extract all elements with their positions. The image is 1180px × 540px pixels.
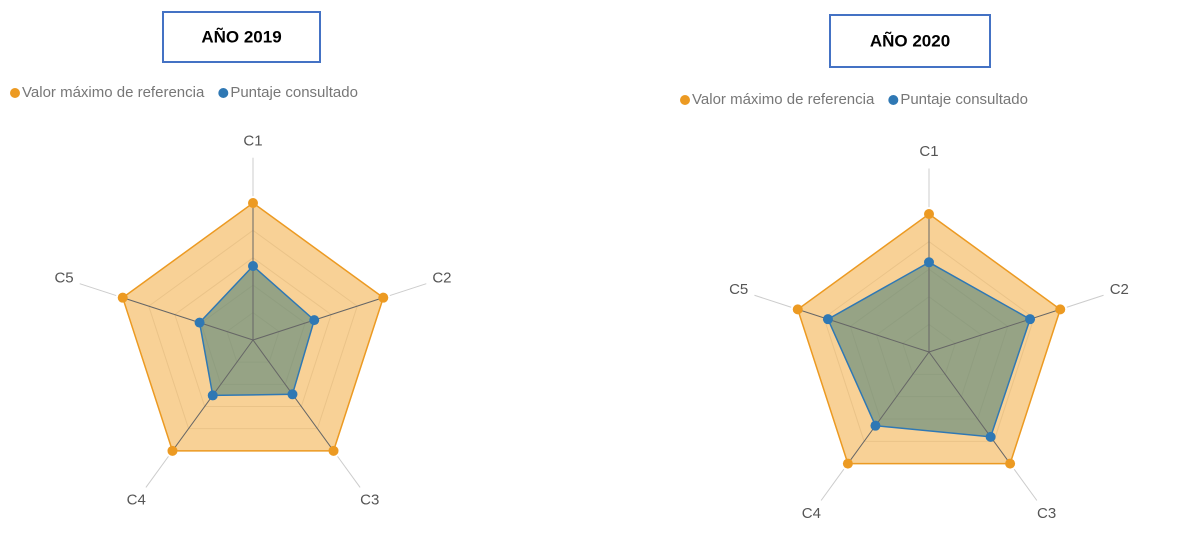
legend-label: Puntaje consultado — [230, 84, 358, 101]
data-point — [378, 292, 389, 303]
data-point — [167, 445, 178, 456]
title-box — [162, 11, 321, 63]
data-point — [924, 257, 934, 268]
label-leader — [820, 468, 845, 501]
axis-label: C1 — [243, 132, 262, 149]
label-leader — [1013, 468, 1038, 501]
data-point — [1055, 304, 1066, 315]
label-leader — [79, 283, 117, 297]
data-point — [117, 292, 128, 303]
data-point — [328, 445, 339, 456]
data-point — [207, 390, 218, 401]
axis-line — [122, 297, 254, 341]
axis-line — [797, 308, 930, 353]
chart-title: AÑO 2019 — [201, 26, 281, 46]
axis-label: C5 — [729, 281, 748, 298]
data-point — [924, 209, 934, 219]
series-area — [198, 264, 316, 397]
data-point — [870, 420, 881, 431]
legend-label: Puntaje consultado — [900, 91, 1028, 108]
legend-label: Valor máximo de referencia — [692, 91, 875, 108]
legend-dot — [10, 88, 20, 98]
axis-line — [928, 308, 1061, 353]
axis-label: C4 — [802, 505, 821, 522]
data-point — [309, 315, 320, 326]
axis-label: C2 — [1110, 281, 1129, 298]
label-leader — [754, 294, 792, 308]
axis-label: C5 — [54, 270, 73, 287]
data-point — [287, 389, 298, 400]
legend-dot — [680, 95, 690, 105]
label-leader — [337, 456, 361, 488]
data-point — [822, 314, 833, 325]
data-point — [792, 304, 803, 315]
chart-title: AÑO 2020 — [870, 30, 950, 50]
axis-label: C2 — [432, 270, 451, 287]
data-point — [985, 431, 996, 442]
data-point — [842, 458, 853, 469]
title-box — [829, 14, 991, 68]
axis-line — [928, 351, 1011, 464]
data-point — [194, 317, 205, 328]
legend-dot — [218, 88, 229, 98]
label-leader — [145, 456, 169, 488]
data-point — [1025, 314, 1036, 325]
legend-label: Valor máximo de referencia — [22, 84, 205, 101]
data-point — [1005, 458, 1016, 469]
axis-label: C4 — [127, 492, 146, 509]
axis-label: C3 — [360, 492, 379, 509]
legend-dot — [888, 95, 899, 105]
label-leader — [389, 283, 427, 297]
axis-line — [847, 351, 930, 464]
axis-label: C1 — [919, 143, 938, 160]
data-point — [248, 261, 258, 272]
label-leader — [1066, 294, 1104, 308]
data-point — [248, 198, 258, 208]
axis-label: C3 — [1037, 505, 1056, 522]
